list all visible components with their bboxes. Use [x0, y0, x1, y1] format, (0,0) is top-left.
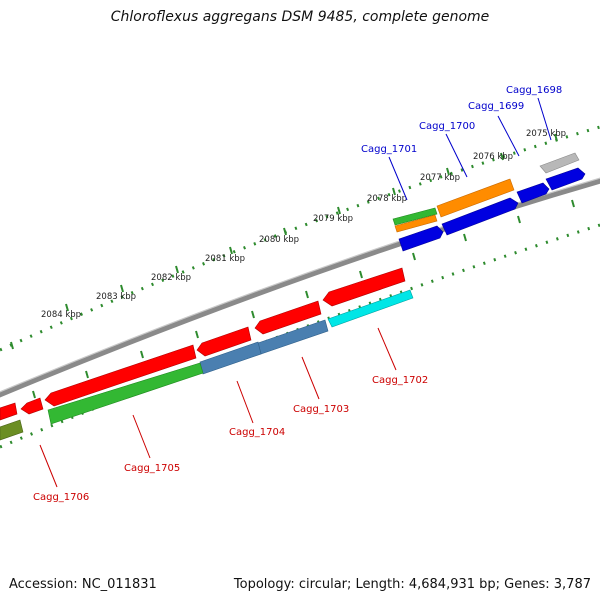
gene-arrow[interactable] [47, 362, 204, 425]
kbp-tick-label: 2084 kbp [41, 310, 81, 320]
gene-label-cagg-1702[interactable]: Cagg_1702 [372, 375, 428, 386]
kbp-tick-label: 2079 kbp [313, 214, 353, 224]
kbp-tick-label: 2083 kbp [96, 292, 136, 302]
gene-arrow[interactable] [322, 267, 406, 307]
gene-arrow[interactable] [539, 152, 580, 174]
gene-arrow[interactable] [516, 182, 550, 204]
gene-label-cagg-1700[interactable]: Cagg_1700 [419, 121, 475, 132]
gene-arrow[interactable] [20, 397, 44, 415]
gene-arrow[interactable] [441, 197, 519, 236]
gene-arrow[interactable] [545, 167, 586, 191]
gene-label-cagg-1703[interactable]: Cagg_1703 [293, 404, 349, 415]
kbp-tick-label: 2078 kbp [367, 194, 407, 204]
gene-label-cagg-1698[interactable]: Cagg_1698 [506, 85, 562, 96]
gene-arrow[interactable] [44, 344, 197, 407]
gene-arrow[interactable] [436, 178, 515, 218]
gene-arrow[interactable] [196, 326, 252, 357]
gene-arrow[interactable] [0, 402, 18, 421]
gene-label-cagg-1699[interactable]: Cagg_1699 [468, 101, 524, 112]
kbp-tick-label: 2080 kbp [259, 235, 299, 245]
gene-arrow[interactable] [394, 214, 438, 233]
kbp-tick-label: 2077 kbp [420, 173, 460, 183]
reverse-genes [0, 267, 414, 441]
backbone-arc [0, 178, 600, 398]
gene-label-cagg-1704[interactable]: Cagg_1704 [229, 427, 285, 438]
gene-label-cagg-1701[interactable]: Cagg_1701 [361, 144, 417, 155]
gene-arrow[interactable] [398, 225, 444, 252]
topology-info: Topology: circular; Length: 4,684,931 bp… [233, 577, 591, 592]
gene-arrow[interactable] [392, 207, 438, 226]
gene-arrow[interactable] [0, 419, 24, 441]
accession-info: Accession: NC_011831 [9, 577, 157, 592]
gene-arrow[interactable] [254, 300, 322, 335]
gene-arrow[interactable] [327, 289, 414, 328]
forward-genes [392, 152, 586, 252]
accession-label: Accession: [9, 577, 78, 592]
gene-label-cagg-1705[interactable]: Cagg_1705 [124, 463, 180, 474]
backbone-highlight [0, 177, 600, 393]
kbp-tick-label: 2076 kbp [473, 152, 513, 162]
accession-number: NC_011831 [81, 577, 157, 592]
map-title: Chloroflexus aggregans DSM 9485, complet… [110, 9, 490, 25]
kbp-tick-label: 2082 kbp [151, 273, 191, 283]
forward-leaders [388, 97, 552, 201]
reverse-leaders [39, 327, 397, 488]
gene-label-cagg-1706[interactable]: Cagg_1706 [33, 492, 89, 503]
kbp-tick-label: 2081 kbp [205, 254, 245, 264]
kbp-tick-label: 2075 kbp [526, 129, 566, 139]
major-ticks [10, 133, 575, 399]
